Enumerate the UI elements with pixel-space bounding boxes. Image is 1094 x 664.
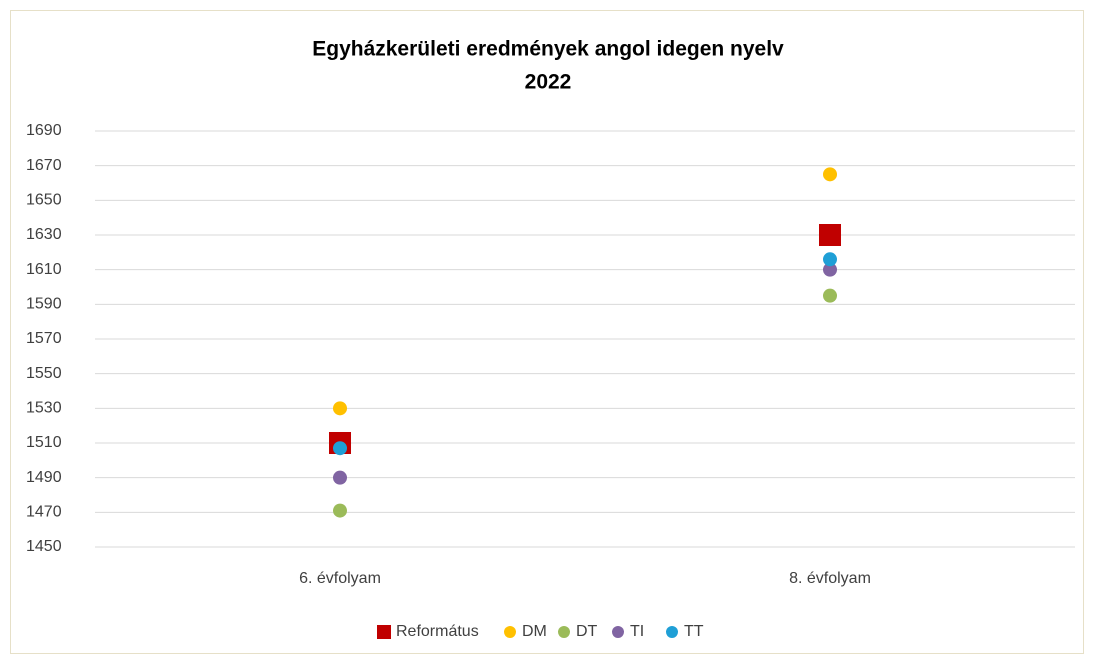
marker bbox=[823, 252, 837, 267]
legend-label: TT bbox=[684, 623, 704, 640]
legend-label: DT bbox=[576, 623, 598, 640]
y-tick-label: 1550 bbox=[26, 365, 62, 382]
y-tick-label: 1610 bbox=[26, 261, 62, 278]
y-tick-label: 1490 bbox=[26, 469, 62, 486]
marker bbox=[333, 401, 347, 416]
y-tick-label: 1570 bbox=[26, 330, 62, 347]
legend-marker bbox=[612, 626, 624, 638]
legend-label: DM bbox=[522, 623, 547, 640]
marker bbox=[333, 441, 347, 456]
y-tick-label: 1590 bbox=[26, 296, 62, 313]
legend-label: Református bbox=[396, 623, 479, 640]
y-tick-label: 1450 bbox=[26, 538, 62, 555]
y-tick-label: 1630 bbox=[26, 226, 62, 243]
marker bbox=[823, 167, 837, 182]
x-tick-label: 6. évfolyam bbox=[299, 570, 381, 587]
marker bbox=[333, 503, 347, 518]
legend-label: TI bbox=[630, 623, 644, 640]
legend-marker bbox=[377, 625, 391, 639]
legend-marker bbox=[504, 626, 516, 638]
legend-marker bbox=[666, 626, 678, 638]
legend-marker bbox=[558, 626, 570, 638]
x-tick-label: 8. évfolyam bbox=[789, 570, 871, 587]
y-tick-label: 1510 bbox=[26, 434, 62, 451]
chart-title: 2022 bbox=[525, 71, 572, 94]
marker bbox=[823, 262, 837, 277]
y-tick-label: 1650 bbox=[26, 192, 62, 209]
y-tick-label: 1690 bbox=[26, 122, 62, 139]
y-tick-label: 1470 bbox=[26, 504, 62, 521]
y-tick-label: 1530 bbox=[26, 400, 62, 417]
y-tick-label: 1670 bbox=[26, 157, 62, 174]
marker bbox=[333, 470, 347, 485]
chart-title: Egyházkerületi eredmények angol idegen n… bbox=[312, 38, 784, 61]
marker bbox=[819, 224, 841, 246]
marker bbox=[823, 288, 837, 303]
chart-border bbox=[10, 10, 1084, 654]
